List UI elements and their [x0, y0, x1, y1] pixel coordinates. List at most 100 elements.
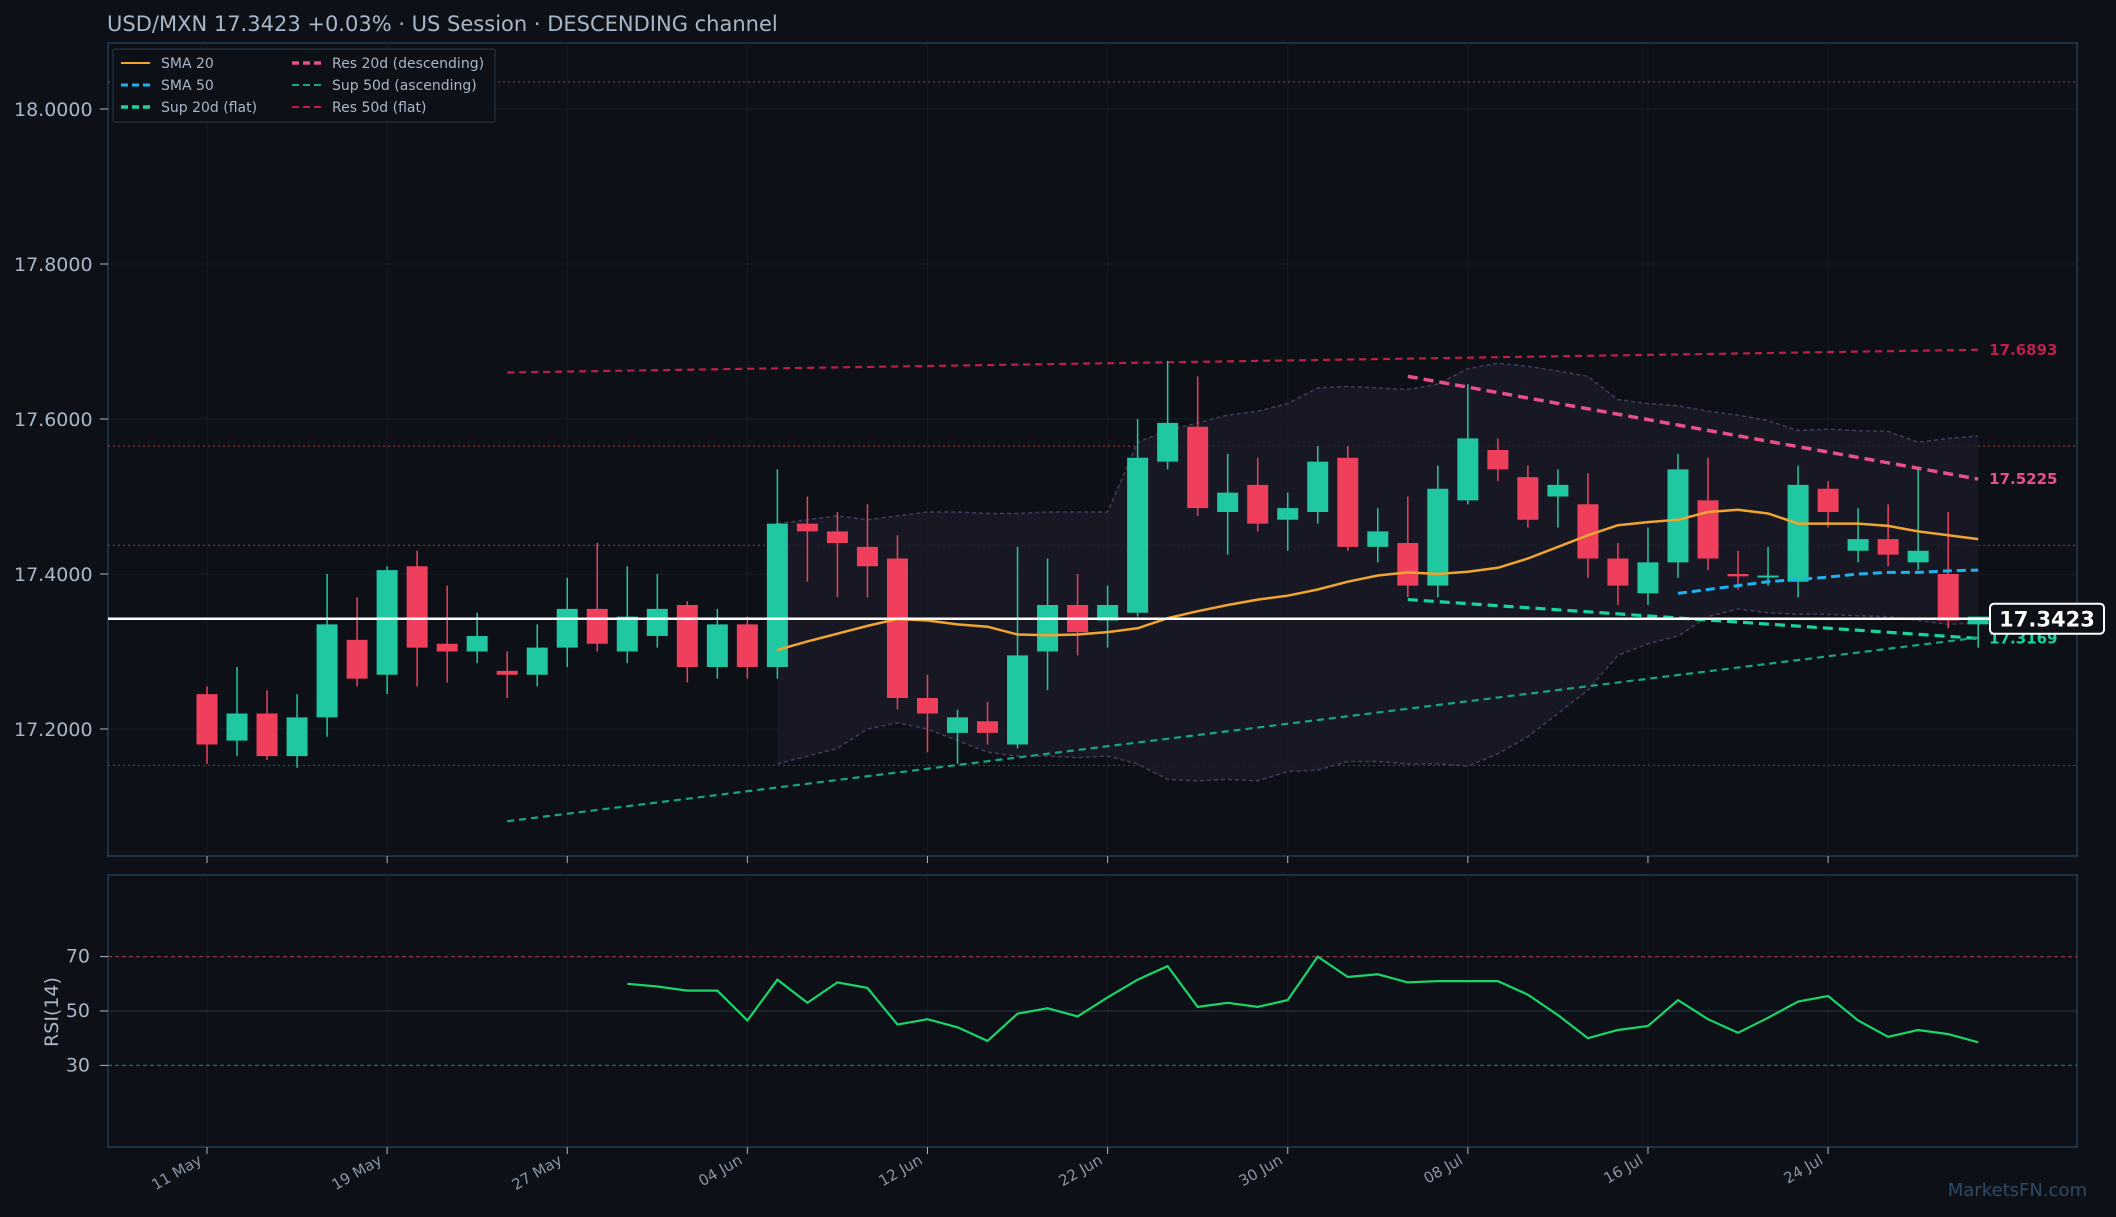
candle-body [1727, 574, 1749, 577]
legend-label: Res 50d (flat) [332, 100, 426, 116]
x-tick-label: 22 Jun [1056, 1151, 1106, 1190]
candle-body [1487, 450, 1509, 470]
candle-body [1907, 550, 1929, 563]
candle-body [346, 639, 368, 679]
candle-body [1007, 655, 1029, 745]
rsi-axis-label: RSI(14) [41, 977, 63, 1047]
candle-body [1787, 484, 1809, 582]
candle-body [1817, 488, 1839, 512]
y-axis: 17.2000 17.4000 17.6000 17.8000 18.0000 [14, 99, 108, 741]
candle-body [1397, 543, 1419, 586]
sma50-line [1677, 568, 1979, 595]
candle-body [376, 570, 398, 675]
x-tick-label: 04 Jun [695, 1151, 745, 1190]
candle-body [1457, 438, 1479, 501]
candle-body [286, 717, 308, 757]
candle-body [256, 713, 278, 757]
legend-label: SMA 20 [161, 56, 214, 72]
candle-body [766, 523, 788, 667]
candle-body [586, 608, 608, 644]
last-price: 17.3423 [108, 602, 2105, 635]
x-tick-label: 16 Jul [1601, 1151, 1646, 1188]
legend-label: SMA 50 [161, 78, 214, 94]
y-tick-label: 18.0000 [14, 99, 93, 121]
sma20-line [777, 508, 1979, 652]
y-tick-label: 17.4000 [14, 564, 93, 586]
rsi-line [627, 955, 1979, 1044]
candle-body [1127, 457, 1149, 613]
candle-body [436, 643, 458, 652]
legend-label: Res 20d (descending) [332, 56, 484, 72]
candle-body [646, 608, 668, 636]
last-price-label: 17.3423 [1999, 608, 2095, 632]
candle-body [196, 694, 218, 745]
candle-body [1577, 504, 1599, 559]
x-tick-label: 30 Jun [1236, 1151, 1286, 1190]
candle-body [796, 523, 818, 532]
candle-body [1847, 539, 1869, 551]
candle-body [1637, 562, 1659, 594]
candle-body [1427, 488, 1449, 586]
x-tick-label: 27 May [509, 1151, 566, 1194]
candle-body [526, 647, 548, 675]
x-tick-label: 12 Jun [876, 1151, 926, 1190]
x-tick-label: 08 Jul [1421, 1151, 1466, 1188]
chart-title: USD/MXN 17.3423 +0.03% · US Session · DE… [107, 12, 778, 36]
last-price-box [1989, 602, 2105, 635]
trend-line [1407, 374, 1979, 481]
candle-body [1757, 575, 1779, 578]
legend: SMA 20 SMA 50 Sup 20d (flat) Res 20d (desce… [112, 48, 496, 123]
y-tick-label: 17.8000 [14, 254, 93, 276]
candle-body [1937, 574, 1959, 621]
candle-body [977, 721, 999, 733]
candle-body [736, 624, 758, 667]
candle-body [1157, 422, 1179, 462]
candle-body [1277, 508, 1299, 520]
candle-body [856, 546, 878, 567]
band-lower [777, 608, 1979, 782]
candle-body [1607, 558, 1629, 586]
candle-body [1217, 492, 1239, 512]
y-tick-label: 17.6000 [14, 409, 93, 431]
x-tick-label: 11 May [148, 1151, 205, 1194]
candle-body [1367, 531, 1389, 547]
candle-body [226, 713, 248, 741]
candle-body [947, 717, 968, 733]
legend-label: Sup 20d (flat) [161, 100, 257, 116]
candle-body [406, 566, 428, 648]
candle-body [1337, 457, 1359, 547]
candle-body [466, 636, 488, 652]
trend-line [507, 348, 1979, 374]
rsi-tick-label: 70 [66, 946, 90, 968]
x-tick-label: 19 May [329, 1151, 386, 1194]
candle-body [676, 605, 698, 667]
legend-label: Sup 50d (ascending) [332, 78, 477, 94]
moving-averages [777, 508, 1979, 652]
watermark: MarketsFN.com [1948, 1180, 2087, 1201]
candle-body [556, 608, 578, 648]
x-tick-label: 24 Jul [1781, 1151, 1826, 1188]
band-upper [777, 362, 1979, 525]
candle-body [616, 616, 638, 652]
candle-body [316, 624, 338, 718]
candle-body [916, 698, 938, 714]
candle-body [1097, 605, 1119, 621]
candle-body [1697, 500, 1719, 559]
candle-body [1307, 461, 1329, 512]
candle-body [1667, 469, 1689, 563]
candle-body [1517, 477, 1539, 520]
candle-body [1877, 539, 1899, 555]
trend-level-label: 17.6893 [1989, 341, 2057, 359]
candle-body [706, 624, 728, 667]
y-tick-label: 17.2000 [14, 719, 93, 741]
rsi-tick-label: 50 [66, 1000, 90, 1022]
candle-body [1547, 484, 1569, 497]
candle-body [1187, 426, 1209, 509]
trend-level-label: 17.5225 [1989, 470, 2057, 488]
candle-body [886, 558, 908, 698]
candle-body [826, 531, 848, 543]
rsi-tick-label: 30 [66, 1054, 90, 1076]
